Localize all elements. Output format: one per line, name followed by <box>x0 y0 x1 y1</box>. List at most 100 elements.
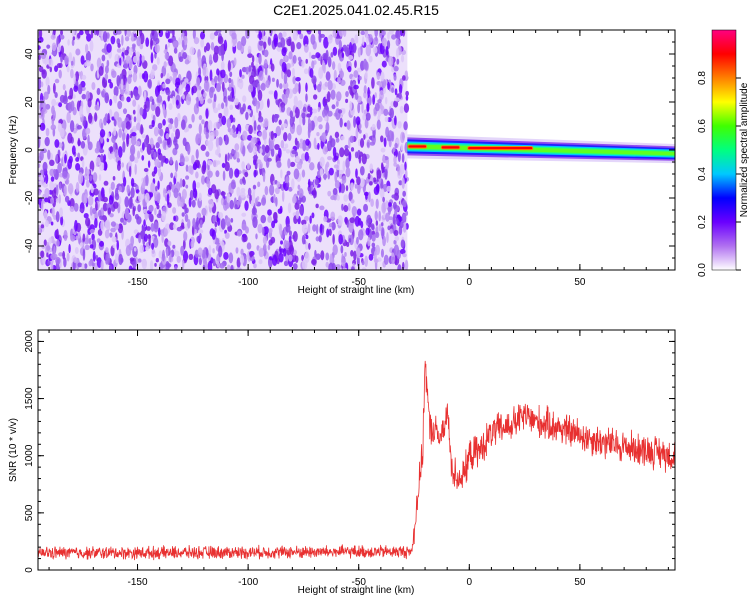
spectrogram-speckle <box>332 61 336 71</box>
spectrogram-speckle <box>209 87 214 99</box>
spectrogram-speckle <box>365 33 370 44</box>
spectrogram-speckle <box>307 223 311 234</box>
spectrogram-speckle <box>60 215 64 226</box>
spectrogram-speckle <box>361 153 367 165</box>
spectrogram-speckle <box>164 238 169 248</box>
spectrogram-speckle <box>270 63 275 72</box>
spectrogram-speckle <box>214 189 220 200</box>
spectrogram-speckle <box>292 230 298 242</box>
spectrogram-speckle <box>364 191 368 201</box>
spectrogram-speckle <box>88 260 93 267</box>
spectrogram-speckle <box>46 44 51 49</box>
spectrogram-speckle <box>143 90 147 103</box>
spectrogram-speckle <box>404 259 409 270</box>
spectrogram-speckle <box>110 227 116 233</box>
spectrogram-speckle <box>367 172 371 180</box>
spectrogram-speckle <box>330 52 334 58</box>
spectrogram-speckle <box>138 191 142 202</box>
spectrogram-speckle <box>143 70 149 83</box>
spectrogram-speckle <box>205 42 211 52</box>
spectrogram-speckle <box>38 190 42 196</box>
spectrogram-speckle <box>273 193 276 204</box>
spectrogram-speckle <box>172 223 177 230</box>
spectrogram-speckle <box>127 70 133 75</box>
spectrogram-speckle <box>337 215 343 226</box>
spectrogram-speckle <box>187 143 191 155</box>
spectrogram-speckle <box>144 192 150 203</box>
spectrogram-speckle <box>202 64 207 77</box>
spectrogram-speckle <box>193 37 200 45</box>
spectrogram-speckle <box>132 125 137 132</box>
spectrogram-speckle <box>47 260 51 266</box>
spectrogram-speckle <box>258 53 262 65</box>
spectrogram-speckle <box>402 190 407 197</box>
spectrogram-ticks: -150 -100 -50 0 50 -40 -20 0 20 40 <box>24 29 675 288</box>
spectrogram-speckle <box>132 207 136 217</box>
spectrogram-speckle <box>60 30 63 36</box>
colorbar: 0.0 0.2 0.4 0.6 0.8 Normalized spectral ampl… <box>697 29 750 277</box>
spectrogram-speckle <box>301 223 308 234</box>
spectrogram-speckle <box>306 30 311 33</box>
spectrogram-speckle <box>247 187 252 197</box>
spectrogram-speckle <box>77 32 81 39</box>
spectrogram-speckle <box>267 215 272 223</box>
spectrogram-speckle <box>283 73 288 85</box>
spectrogram-speckle <box>38 176 44 181</box>
spectrogram-speckle <box>325 252 330 261</box>
spectrogram-speckle <box>313 137 317 150</box>
spectrogram-speckle <box>305 58 308 64</box>
spectrogram-speckle <box>311 258 317 265</box>
snr-series-line <box>38 360 675 561</box>
spectrogram-speckle <box>116 30 122 35</box>
spectrogram-speckle <box>149 260 154 270</box>
spectrogram-speckle <box>287 158 291 169</box>
spectrogram-speckle <box>236 257 241 269</box>
spectrogram-speckle <box>201 119 205 125</box>
spectrogram-speckle <box>288 186 293 192</box>
spectrogram-speckle <box>128 165 132 178</box>
spectrogram-speckle <box>393 229 399 237</box>
spectrogram-speckle <box>203 79 209 92</box>
spectrogram-speckle <box>395 138 400 144</box>
spectrogram-speckle <box>387 81 390 90</box>
spectrogram-speckle <box>317 30 321 35</box>
spectrogram-speckle <box>227 60 231 72</box>
spectrogram-speckle <box>45 103 51 110</box>
spectrogram-speckle <box>298 82 301 94</box>
spectrogram-speckle <box>78 172 84 185</box>
spectrogram-speckle <box>328 228 332 237</box>
spectrogram-speckle <box>328 262 334 270</box>
spectrogram-speckle <box>145 246 149 251</box>
spectrogram-speckle <box>154 185 158 192</box>
spectrogram-speckle <box>77 231 81 239</box>
spectrogram-speckle <box>165 248 169 259</box>
spectrogram-speckle <box>311 212 315 219</box>
spectrogram-speckle <box>154 158 160 168</box>
spectrogram-speckle <box>281 190 285 202</box>
spectrogram-speckle <box>341 258 346 263</box>
spectrogram-speckle <box>339 70 344 79</box>
spectrogram-speckle <box>334 131 340 139</box>
spectrogram-speckle <box>124 207 129 220</box>
spectrogram-speckle <box>393 65 399 72</box>
figure-title: C2E1.2025.041.02.45.R15 <box>273 2 439 18</box>
spectrogram-speckle <box>249 75 255 85</box>
spectrogram-speckle <box>185 175 190 180</box>
spectrogram-speckle <box>214 221 218 228</box>
spectrogram-speckle <box>49 66 53 73</box>
spectrogram-speckle <box>348 151 352 162</box>
spectrogram-speckle <box>46 245 51 251</box>
spectrogram-speckle <box>343 194 349 202</box>
spectrogram-speckle <box>224 134 229 146</box>
spectrogram-speckle <box>64 55 69 66</box>
spectrogram-speckle <box>286 69 292 78</box>
spectrogram-speckle <box>43 239 47 246</box>
spectrogram-speckle <box>230 188 234 194</box>
spectrogram-speckle <box>200 144 207 151</box>
spectrogram-speckle <box>156 56 160 65</box>
spectrogram-speckle <box>285 176 290 184</box>
spectrogram-speckle <box>371 123 376 131</box>
spectrogram-speckle <box>66 111 71 124</box>
spectrogram-speckle <box>182 250 189 262</box>
spectrogram-speckle <box>342 108 346 114</box>
